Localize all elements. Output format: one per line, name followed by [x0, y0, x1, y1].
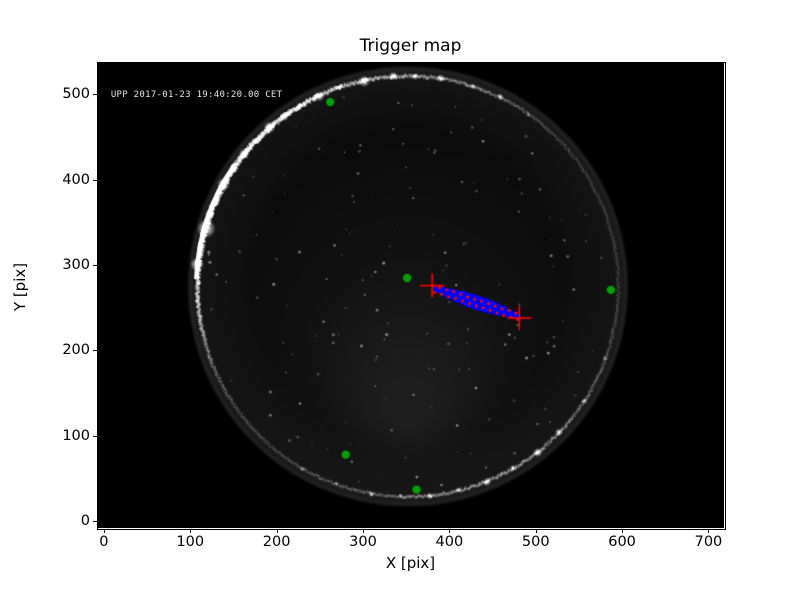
x-tick-label: 500: [521, 534, 550, 550]
x-tick-mark: [535, 529, 537, 533]
y-tick-label: 200: [62, 342, 90, 359]
x-tick-mark: [708, 529, 710, 533]
y-tick-label: 500: [62, 86, 90, 103]
y-tick-label: 300: [62, 257, 90, 274]
y-tick-mark: [93, 94, 97, 96]
y-tick-mark: [93, 350, 97, 352]
x-tick-label: 700: [694, 534, 723, 550]
x-tick-mark: [190, 529, 192, 533]
y-tick-mark: [93, 435, 97, 437]
x-tick-label: 0: [99, 534, 109, 550]
x-tick-mark: [449, 529, 451, 533]
x-tick-mark: [622, 529, 624, 533]
x-tick-mark: [363, 529, 364, 533]
y-tick-label: 400: [62, 171, 90, 188]
y-tick-mark: [93, 521, 97, 523]
y-tick-label: 100: [62, 427, 90, 444]
x-tick-mark: [103, 529, 105, 533]
y-tick-mark: [93, 179, 97, 181]
y-tick-label: 0: [80, 513, 90, 530]
timestamp-overlay: UPP 2017-01-23 19:40:20.00 CET: [110, 90, 283, 101]
all-sky-image: [97, 62, 724, 528]
x-tick-label: 100: [176, 534, 205, 550]
x-tick-mark: [276, 529, 278, 533]
x-axis-label: X [pix]: [385, 554, 436, 572]
page-title: Trigger map: [359, 36, 462, 56]
x-tick-label: 200: [262, 534, 291, 550]
x-tick-label: 400: [435, 534, 464, 550]
x-tick-label: 300: [349, 534, 377, 550]
y-axis-label: Y [pix]: [11, 262, 29, 312]
x-tick-label: 600: [608, 534, 636, 550]
plot-area[interactable]: UPP 2017-01-23 19:40:20.00 CET: [97, 62, 724, 528]
y-tick-mark: [93, 265, 97, 267]
